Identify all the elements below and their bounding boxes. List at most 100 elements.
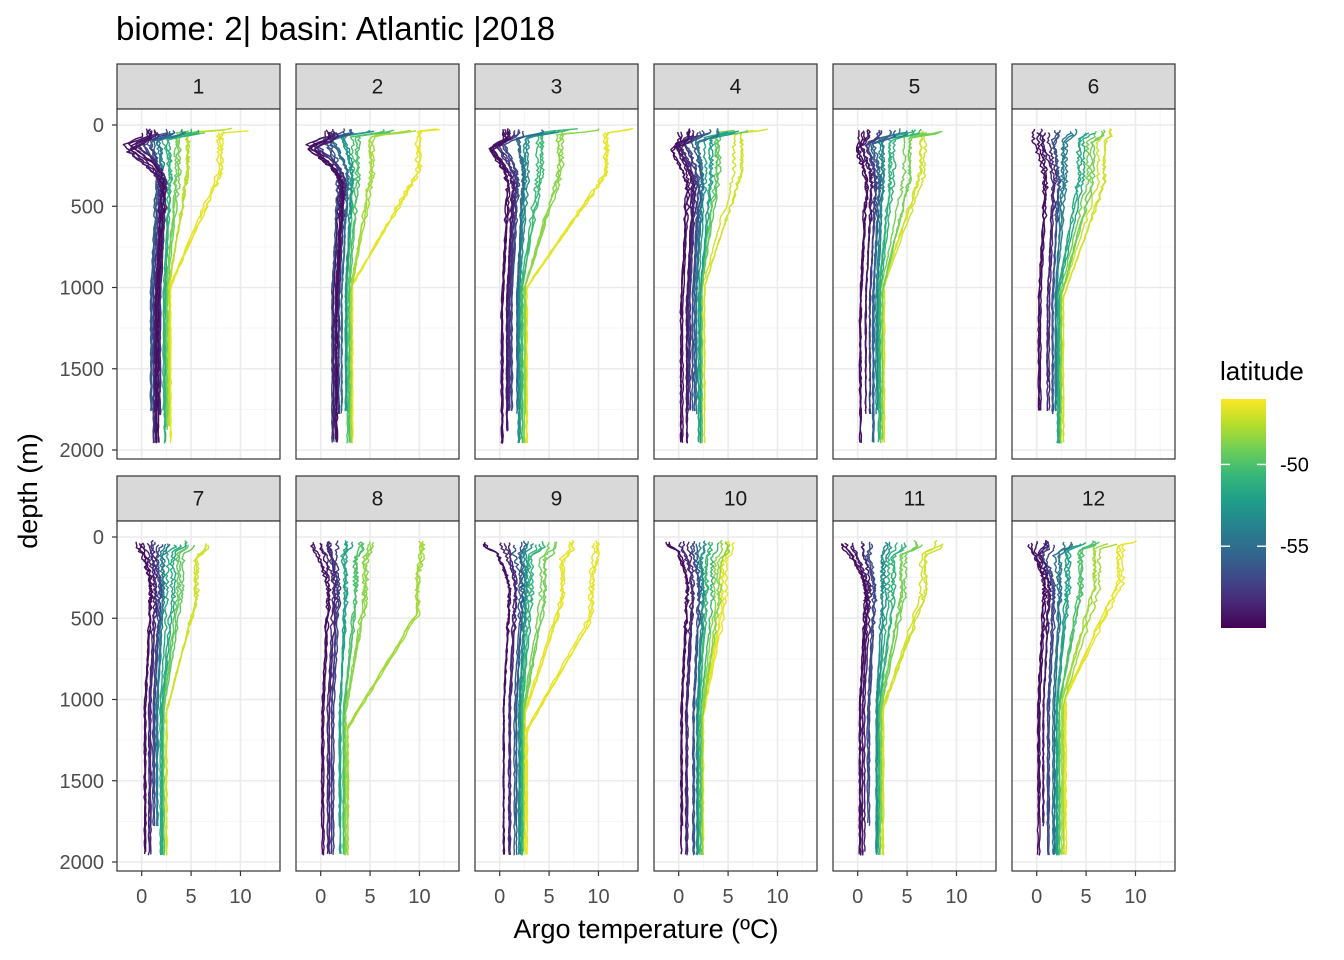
facet-panel-11: 11 0 5 10 <box>832 475 997 908</box>
panel-border <box>295 520 460 872</box>
profile-line <box>522 541 557 827</box>
panel-border <box>653 520 818 872</box>
profile-line <box>512 544 522 856</box>
profile-line <box>165 130 189 428</box>
profile-line <box>161 128 193 411</box>
x-tick-label: 5 <box>186 886 197 908</box>
profile-line <box>697 131 729 443</box>
y-tick-label: 1500 <box>60 771 105 793</box>
profile-line <box>342 541 365 855</box>
facet-strip <box>295 63 460 110</box>
profile-line <box>514 541 525 826</box>
profile-line <box>313 543 331 855</box>
profile-line <box>700 541 729 852</box>
profile-line <box>162 544 196 856</box>
profile-line <box>135 541 153 855</box>
x-tick-label: 10 <box>587 886 609 908</box>
profile-line <box>860 543 873 852</box>
profile-line <box>160 544 182 855</box>
profile-line <box>525 132 608 444</box>
profile-line <box>1053 542 1074 856</box>
profile-line <box>340 130 374 412</box>
profile-line <box>874 128 901 415</box>
profile-line <box>691 540 701 856</box>
facet-panel-5: 5 <box>832 63 997 460</box>
facet-strip-label: 4 <box>730 76 742 99</box>
facet-panel-3: 3 <box>474 63 639 460</box>
profile-line <box>165 544 207 856</box>
profile-line <box>517 543 529 855</box>
x-tick-label: 10 <box>766 886 788 908</box>
facet-panel-1: 1 0 500 1000 1500 2000 <box>60 63 281 462</box>
profile-line <box>483 544 512 855</box>
profile-line <box>1055 543 1082 855</box>
profile-line <box>348 129 395 443</box>
profile-line <box>1038 539 1052 827</box>
profile-line <box>1039 128 1056 383</box>
facet-panel-7: 7 0 500 1000 1500 2000 0 5 10 <box>60 475 281 908</box>
x-tick-label: 5 <box>365 886 376 908</box>
profile-line <box>850 544 871 856</box>
profile-line <box>872 129 897 443</box>
panel-border <box>295 108 460 460</box>
profile-line <box>698 131 736 443</box>
panel-border <box>1011 520 1176 872</box>
profile-line <box>499 542 517 856</box>
profile-line <box>1060 544 1097 855</box>
profile-line <box>681 540 695 856</box>
profile-line <box>1056 132 1090 444</box>
panel-background <box>117 109 280 459</box>
profile-line <box>525 540 600 855</box>
y-tick-label: 500 <box>71 608 104 630</box>
profile-line <box>346 540 423 824</box>
profile-line <box>699 542 720 855</box>
profile-line <box>519 128 570 440</box>
panel-border <box>832 520 997 872</box>
facet-strip <box>653 63 818 110</box>
profile-line <box>703 130 757 444</box>
color-legend: latitude -50 -55 <box>1220 356 1309 628</box>
facet-strip-label: 2 <box>372 76 384 99</box>
x-tick-label: 0 <box>673 886 684 908</box>
profile-line <box>1062 543 1118 855</box>
legend-title: latitude <box>1220 356 1304 386</box>
profile-line <box>1056 542 1087 856</box>
profile-line <box>1057 132 1096 444</box>
facet-panel-6: 6 <box>1011 63 1176 460</box>
profile-line <box>523 540 572 852</box>
facet-strip <box>832 63 997 110</box>
x-tick-label: 10 <box>408 886 430 908</box>
profile-line <box>1059 130 1104 444</box>
facet-strip-label: 6 <box>1088 76 1100 99</box>
x-tick-label: 5 <box>544 886 555 908</box>
profile-line <box>155 543 170 826</box>
facet-strip-label: 5 <box>909 76 921 99</box>
x-tick-label: 0 <box>1031 886 1042 908</box>
profile-line <box>1051 129 1062 415</box>
x-axis-title: Argo temperature (ºC) <box>514 914 779 944</box>
facet-strip-label: 12 <box>1082 488 1105 511</box>
facet-strip <box>653 475 818 522</box>
profile-line <box>326 541 337 852</box>
facet-panel-4: 4 <box>653 63 818 460</box>
facet-strip <box>1011 63 1176 110</box>
profile-line <box>155 543 167 826</box>
profile-line <box>320 543 336 855</box>
profile-line <box>169 130 249 444</box>
profile-line <box>515 540 528 855</box>
panel-border <box>474 108 639 460</box>
facet-strip-label: 1 <box>193 76 205 99</box>
y-tick-label: 0 <box>93 115 104 137</box>
x-tick-label: 0 <box>852 886 863 908</box>
profile-line <box>127 129 166 443</box>
facet-strip-label: 8 <box>372 488 384 511</box>
profile-line <box>697 541 712 855</box>
profile-line <box>1055 128 1078 411</box>
profile-line <box>696 544 706 856</box>
facet-panel-2: 2 <box>295 63 460 460</box>
facet-panel-10: 10 0 5 10 <box>653 475 818 908</box>
facet-strip-label: 11 <box>904 488 926 511</box>
facet-strip-label: 9 <box>551 488 563 511</box>
profile-line <box>855 130 868 443</box>
